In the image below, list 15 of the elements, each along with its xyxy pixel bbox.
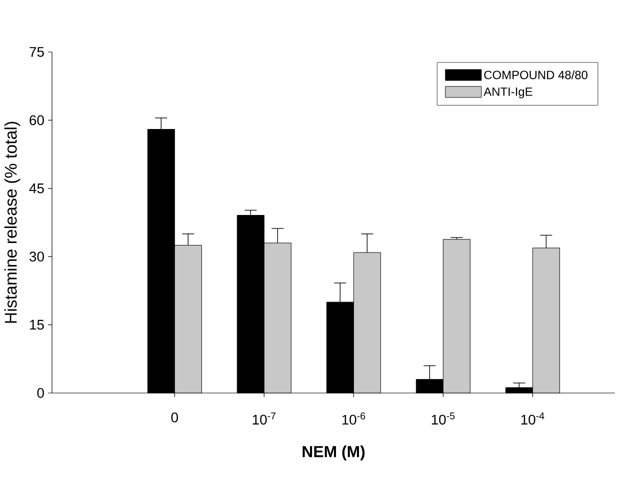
y-tick-label: 45 xyxy=(29,184,44,194)
y-tick-label: 15 xyxy=(30,320,44,330)
y-tick-label: 0 xyxy=(37,388,44,398)
legend-label: COMPOUND 48/80 xyxy=(484,70,588,80)
y-tick-label: 30 xyxy=(29,252,44,262)
x-axis-title: NEM (M) xyxy=(302,446,365,460)
y-axis-title: Histamine release (% total) xyxy=(4,122,20,323)
x-tick-label: 0 xyxy=(171,412,178,422)
x-tick-label: 10$^{-7}$ xyxy=(252,412,276,425)
x-tick-label: 10$^{-6}$ xyxy=(342,412,366,425)
y-tick-label: 75 xyxy=(30,47,44,57)
x-tick-label: 10$^{-5}$ xyxy=(432,412,455,425)
y-tick-label: 60 xyxy=(30,115,44,126)
x-tick-label: 10$^{-4}$ xyxy=(521,412,544,425)
legend-label: ANTI-IgE xyxy=(484,88,532,98)
